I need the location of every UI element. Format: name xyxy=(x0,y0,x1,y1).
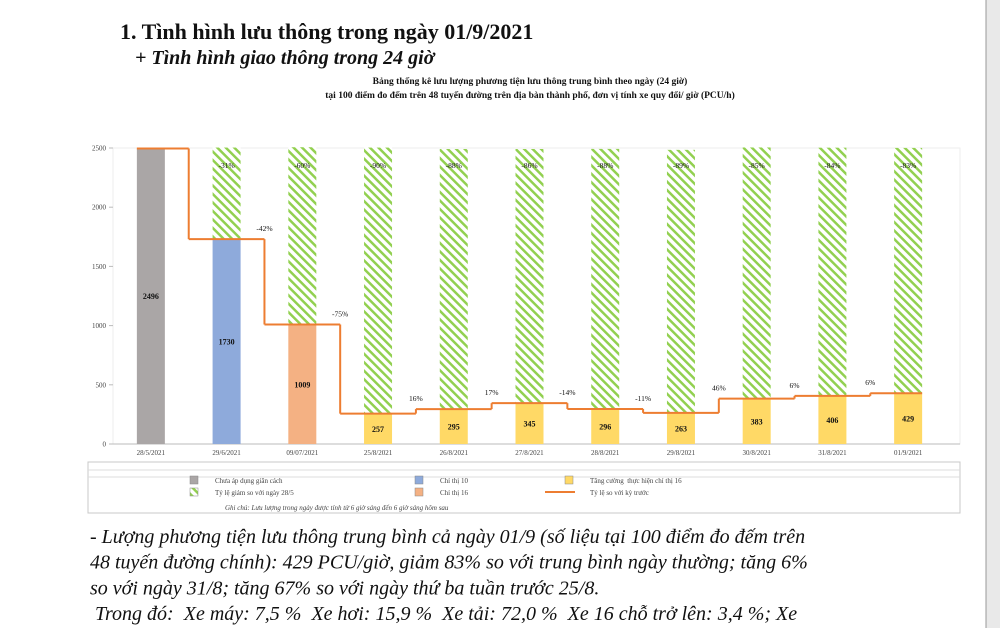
legend-label: Tỷ lệ giảm so với ngày 28/5 xyxy=(215,489,294,497)
bar xyxy=(136,148,165,444)
y-tick-label: 1000 xyxy=(92,322,107,330)
x-tick-label: 29/6/2021 xyxy=(212,449,241,457)
x-tick-label: 26/8/2021 xyxy=(440,449,469,457)
edge xyxy=(986,0,1000,628)
reduction-bar xyxy=(742,147,771,399)
change-label: 17% xyxy=(485,388,499,397)
bar xyxy=(818,395,847,444)
bar-label: 383 xyxy=(751,417,763,426)
bar-label: 1009 xyxy=(294,380,310,389)
reduction-label: -60% xyxy=(294,161,310,170)
change-label: -14% xyxy=(559,388,575,397)
bar-label: 345 xyxy=(524,420,536,429)
x-tick-label: 30/8/2021 xyxy=(742,449,771,457)
bar-label: 257 xyxy=(372,425,384,434)
body-line: so với ngày 31/8; tăng 67% so với ngày t… xyxy=(90,577,599,599)
x-tick-label: 28/8/2021 xyxy=(591,449,620,457)
reduction-label: -31% xyxy=(218,161,234,170)
legend-label: Chưa áp dụng giãn cách xyxy=(215,477,283,485)
y-tick-label: 0 xyxy=(103,441,107,449)
bar xyxy=(666,412,695,444)
y-tick-label: 500 xyxy=(96,381,107,389)
bar xyxy=(364,413,393,444)
reduction-bar xyxy=(818,147,847,396)
change-label: 6% xyxy=(790,381,800,390)
bar-label: 406 xyxy=(826,416,838,425)
bar xyxy=(515,403,544,444)
bar-label: 1730 xyxy=(219,338,235,347)
bar xyxy=(894,393,923,444)
x-tick-label: 09/07/2021 xyxy=(286,449,318,457)
x-tick-label: 27/8/2021 xyxy=(515,449,544,457)
change-label: 16% xyxy=(409,394,423,403)
reduction-label: -88% xyxy=(597,161,613,170)
body-line: - Lượng phương tiện lưu thông trung bình… xyxy=(90,526,805,548)
reduction-label: -90% xyxy=(370,161,386,170)
x-tick-label: 28/5/2021 xyxy=(137,449,166,457)
reduction-bar xyxy=(439,149,468,410)
body-text: - Lượng phương tiện lưu thông trung bình… xyxy=(90,526,808,625)
chart-title: Bảng thống kê lưu lượng phương tiện lưu … xyxy=(373,76,688,87)
chart-note: Ghi chú: Lưu lượng trong ngày được tính … xyxy=(225,504,449,512)
bar-label: 263 xyxy=(675,424,687,433)
legend-swatch xyxy=(564,475,574,485)
bar-label: 2496 xyxy=(143,292,159,301)
y-tick-label: 2000 xyxy=(92,204,107,212)
reduction-bar xyxy=(515,148,544,404)
legend-swatch xyxy=(189,487,199,497)
bar-label: 295 xyxy=(448,423,460,432)
legend-swatch xyxy=(414,487,424,497)
reduction-bar xyxy=(591,148,620,409)
bar xyxy=(742,398,771,444)
change-label: -11% xyxy=(635,394,651,403)
legend-swatch xyxy=(414,475,424,485)
change-label: -42% xyxy=(256,224,272,233)
x-tick-label: 29/8/2021 xyxy=(667,449,696,457)
change-label: -75% xyxy=(332,310,348,319)
x-tick-label: 01/9/2021 xyxy=(894,449,923,457)
x-tick-label: 25/8/2021 xyxy=(364,449,393,457)
reduction-label: -84% xyxy=(824,161,840,170)
body-line: 48 tuyến đường chính): 429 PCU/giờ, giảm… xyxy=(90,552,808,574)
x-tick-label: 31/8/2021 xyxy=(818,449,847,457)
y-tick-label: 2500 xyxy=(92,145,107,153)
bar xyxy=(288,324,317,444)
legend-swatch xyxy=(189,475,199,485)
reduction-label: -86% xyxy=(521,161,537,170)
legend-frame xyxy=(87,461,961,514)
reduction-label: -83% xyxy=(900,161,916,170)
reduction-label: -89% xyxy=(673,161,689,170)
reduction-label: -85% xyxy=(749,161,765,170)
legend-label: Tăng cường thực hiện chỉ thị 16 xyxy=(590,477,682,485)
bar-label: 429 xyxy=(902,415,914,424)
reduction-bar xyxy=(212,147,241,240)
bar xyxy=(591,408,620,444)
bar xyxy=(439,409,468,444)
legend-label: Chỉ thị 10 xyxy=(440,477,469,485)
bar xyxy=(212,239,241,444)
bar-label: 296 xyxy=(599,422,611,431)
reduction-label: -88% xyxy=(446,161,462,170)
legend-label: Tỷ lệ so với kỳ trước xyxy=(590,489,649,497)
chart-subtitle: tại 100 điểm đo đếm trên 48 tuyến đường … xyxy=(325,90,734,101)
change-label: 46% xyxy=(712,384,726,393)
reduction-bar xyxy=(666,149,695,413)
body-line: Trong đó: Xe máy: 7,5 % Xe hơi: 15,9 % X… xyxy=(90,603,797,625)
y-tick-label: 1500 xyxy=(92,263,107,271)
change-label: 6% xyxy=(865,378,875,387)
reduction-bar xyxy=(364,147,393,414)
reduction-bar xyxy=(894,147,923,394)
heading: 1. Tình hình lưu thông trong ngày 01/9/2… xyxy=(120,19,533,44)
subheading: + Tình hình giao thông trong 24 giờ xyxy=(135,47,436,69)
reduction-bar xyxy=(288,147,317,325)
legend-label: Chỉ thị 16 xyxy=(440,489,469,497)
